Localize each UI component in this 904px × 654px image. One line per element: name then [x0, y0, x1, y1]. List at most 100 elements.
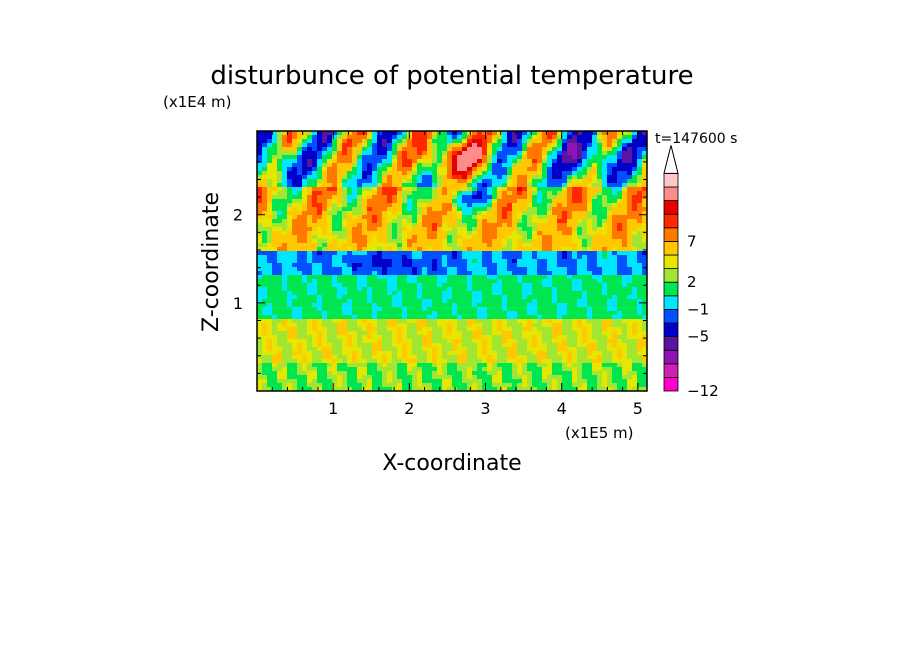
field-cell: [257, 243, 263, 248]
field-cell: [622, 219, 628, 224]
field-cell: [487, 367, 493, 372]
field-cell: [437, 279, 443, 284]
field-cell: [362, 143, 368, 148]
field-cell: [372, 195, 378, 200]
field-cell: [572, 375, 578, 380]
field-cell: [407, 215, 413, 220]
field-cell: [492, 223, 498, 228]
field-cell: [372, 143, 378, 148]
field-cell: [582, 267, 588, 272]
field-cell: [412, 307, 418, 312]
field-cell: [557, 275, 563, 280]
field-cell: [527, 355, 533, 360]
field-cell: [567, 351, 573, 356]
field-cell: [417, 375, 423, 380]
field-cell: [432, 299, 438, 304]
field-cell: [572, 159, 578, 164]
field-cell: [527, 295, 533, 300]
field-cell: [422, 139, 428, 144]
field-cell: [452, 375, 458, 380]
field-cell: [297, 159, 303, 164]
field-cell: [437, 371, 443, 376]
field-cell: [337, 147, 343, 152]
field-cell: [292, 351, 298, 356]
field-cell: [567, 275, 573, 280]
field-cell: [502, 371, 508, 376]
field-cell: [292, 315, 298, 320]
field-cell: [382, 167, 388, 172]
field-cell: [367, 367, 373, 372]
field-cell: [602, 199, 608, 204]
field-cell: [612, 175, 618, 180]
field-cell: [472, 247, 478, 252]
field-cell: [377, 199, 383, 204]
field-cell: [267, 347, 273, 352]
field-cell: [507, 375, 513, 380]
field-cell: [582, 191, 588, 196]
field-cell: [627, 147, 633, 152]
field-cell: [387, 171, 393, 176]
field-cell: [527, 231, 533, 236]
field-cell: [622, 251, 628, 256]
field-cell: [512, 179, 518, 184]
field-cell: [427, 299, 433, 304]
field-cell: [622, 203, 628, 208]
field-cell: [432, 187, 438, 192]
field-cell: [622, 159, 628, 164]
field-cell: [527, 351, 533, 356]
field-cell: [472, 155, 478, 160]
field-cell: [272, 143, 278, 148]
field-cell: [372, 275, 378, 280]
field-cell: [362, 175, 368, 180]
field-cell: [602, 167, 608, 172]
field-cell: [592, 331, 598, 336]
field-cell: [547, 315, 553, 320]
field-cell: [322, 199, 328, 204]
field-cell: [467, 243, 473, 248]
field-cell: [552, 203, 558, 208]
field-cell: [542, 219, 548, 224]
field-cell: [347, 207, 353, 212]
field-cell: [617, 243, 623, 248]
field-cell: [327, 267, 333, 272]
field-cell: [502, 175, 508, 180]
field-cell: [337, 263, 343, 268]
field-cell: [302, 139, 308, 144]
field-cell: [597, 311, 603, 316]
field-cell: [317, 271, 323, 276]
field-cell: [437, 263, 443, 268]
field-cell: [287, 363, 293, 368]
field-cell: [562, 131, 568, 136]
field-cell: [552, 135, 558, 140]
field-cell: [537, 347, 543, 352]
field-cell: [277, 371, 283, 376]
field-cell: [397, 159, 403, 164]
field-cell: [547, 163, 553, 168]
field-cell: [422, 203, 428, 208]
field-cell: [342, 259, 348, 264]
field-cell: [357, 231, 363, 236]
field-cell: [387, 191, 393, 196]
field-cell: [482, 271, 488, 276]
field-cell: [422, 307, 428, 312]
field-cell: [337, 355, 343, 360]
field-cell: [477, 187, 483, 192]
field-cell: [287, 159, 293, 164]
field-cell: [452, 135, 458, 140]
field-cell: [322, 163, 328, 168]
field-cell: [622, 151, 628, 156]
field-cell: [377, 363, 383, 368]
field-cell: [462, 139, 468, 144]
field-cell: [527, 147, 533, 152]
field-cell: [352, 255, 358, 260]
field-cell: [597, 367, 603, 372]
field-cell: [497, 215, 503, 220]
field-cell: [557, 227, 563, 232]
field-cell: [627, 267, 633, 272]
field-cell: [377, 159, 383, 164]
field-cell: [512, 307, 518, 312]
field-cell: [337, 175, 343, 180]
field-cell: [342, 151, 348, 156]
field-cell: [392, 247, 398, 252]
field-cell: [517, 343, 523, 348]
